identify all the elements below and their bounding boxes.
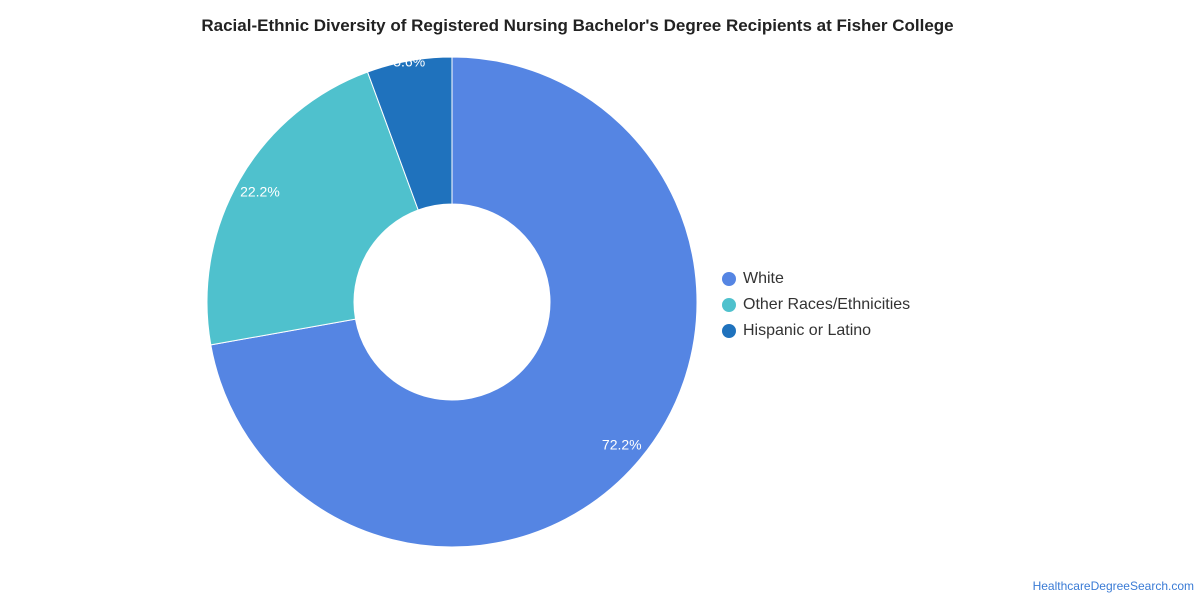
legend-swatch-white — [722, 272, 736, 286]
slice-label-white: 72.2% — [602, 436, 642, 452]
legend-item-other[interactable]: Other Races/Ethnicities — [722, 292, 910, 318]
legend-label-hispanic: Hispanic or Latino — [743, 322, 872, 339]
slice-hispanic-or-latino[interactable] — [366, 56, 453, 211]
legend-item-hispanic[interactable]: Hispanic or Latino — [722, 318, 910, 344]
slice-other-races-ethnicities[interactable] — [206, 71, 419, 346]
chart-title: Racial-Ethnic Diversity of Registered Nu… — [201, 16, 954, 35]
legend-swatch-hispanic — [722, 324, 736, 338]
legend-label-white: White — [743, 270, 784, 287]
legend-item-white[interactable]: White — [722, 266, 910, 292]
slice-label-hispanic-or-latino: 5.6% — [393, 53, 425, 69]
slice-label-other-races-ethnicities: 22.2% — [240, 184, 280, 200]
source-link[interactable]: HealthcareDegreeSearch.com — [1032, 579, 1194, 593]
legend-label-other: Other Races/Ethnicities — [743, 296, 911, 313]
donut-chart: 72.2% 22.2% 5.6% — [206, 53, 698, 548]
legend: White Other Races/Ethnicities Hispanic o… — [722, 266, 910, 344]
slice-white[interactable] — [210, 56, 698, 548]
legend-swatch-other — [722, 298, 736, 312]
